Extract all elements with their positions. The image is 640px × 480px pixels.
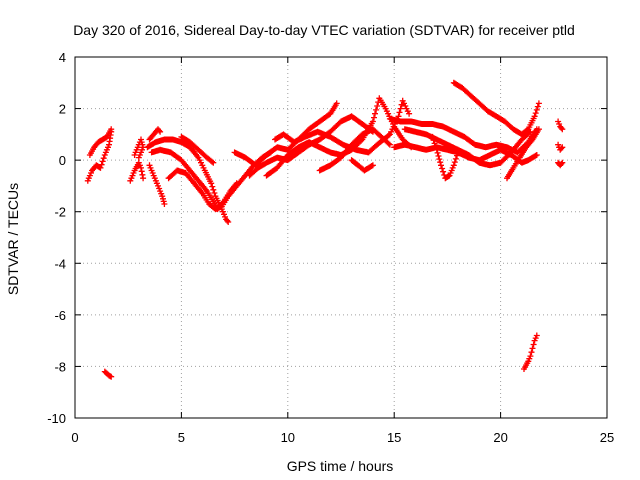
series-track-7 (146, 162, 168, 207)
data-point-marks (127, 159, 147, 184)
data-point-marks (386, 115, 540, 156)
data-point-marks (521, 332, 540, 372)
chart-title: Day 320 of 2016, Sidereal Day-to-day VTE… (73, 22, 575, 38)
series-track-25 (555, 118, 566, 133)
y-tick-label: -2 (54, 205, 66, 220)
series-track-22 (450, 79, 542, 138)
series-track-2 (86, 126, 115, 158)
y-tick-label: -8 (54, 359, 66, 374)
data-point-marks (131, 136, 147, 161)
data-point-marks (555, 118, 566, 133)
series-track-1 (84, 128, 115, 184)
y-tick-label: 0 (59, 153, 66, 168)
data-point-marks (101, 368, 115, 380)
data-point-marks (504, 126, 542, 182)
data-point-marks (450, 79, 542, 138)
series-track-16 (316, 126, 393, 174)
series-track-17 (348, 157, 376, 174)
data-point-marks (348, 157, 376, 174)
x-tick-label: 15 (387, 430, 401, 445)
data-point-marks (86, 126, 115, 158)
x-axis-title: GPS time / hours (287, 458, 394, 474)
axes: 0 5 10 15 20 25 -10 -8 -6 -4 -2 0 2 4 (47, 50, 614, 445)
plot-frame (74, 56, 608, 419)
y-tick-label: -4 (54, 256, 66, 271)
data-point-marks (555, 159, 566, 169)
data-point-marks (246, 113, 376, 179)
x-tick-label: 5 (178, 430, 185, 445)
data-point-marks (178, 133, 217, 166)
data-point-marks (555, 141, 566, 153)
y-tick-label: -6 (54, 308, 66, 323)
data-point-marks (84, 128, 115, 184)
series-track-27 (555, 159, 566, 169)
series-track-3 (101, 368, 115, 380)
series-track-21 (429, 133, 461, 182)
series-track-6 (146, 126, 164, 143)
x-tick-label: 0 (71, 430, 78, 445)
series-track-26 (555, 141, 566, 153)
data-point-marks (316, 126, 393, 174)
series-track-4 (127, 159, 147, 184)
series-track-5 (131, 136, 147, 161)
data-point-marks (146, 162, 168, 207)
data-point-marks (429, 133, 461, 182)
y-axis-title: SDTVAR / TECUs (5, 183, 21, 295)
y-tick-label: -10 (47, 411, 66, 426)
series-track-13 (246, 113, 376, 179)
data-marks (84, 79, 566, 380)
data-point-marks (146, 126, 164, 143)
series-track-18 (386, 115, 540, 156)
y-tick-label: 2 (59, 102, 66, 117)
y-tick-label: 4 (59, 50, 66, 65)
series-track-11 (178, 133, 217, 166)
x-tick-label: 25 (600, 430, 614, 445)
series-track-24 (521, 332, 540, 372)
series-track-23 (504, 126, 542, 182)
x-tick-label: 20 (493, 430, 507, 445)
x-tick-label: 10 (281, 430, 295, 445)
